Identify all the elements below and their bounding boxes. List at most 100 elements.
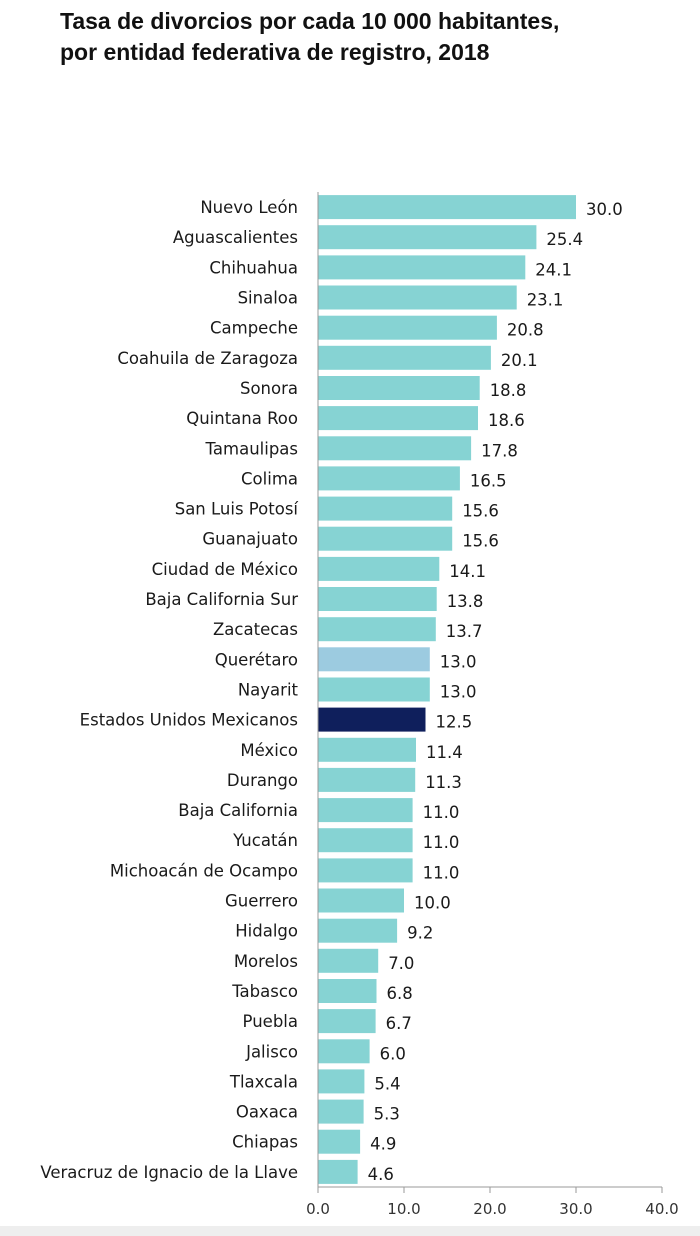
value-label: 6.8 xyxy=(387,984,413,1003)
bar xyxy=(318,767,416,792)
value-label: 30.0 xyxy=(586,200,623,219)
category-label: Veracruz de Ignacio de la Llave xyxy=(40,1163,298,1182)
bar xyxy=(318,195,576,220)
bar xyxy=(318,466,460,491)
bar xyxy=(318,888,404,913)
value-label: 4.9 xyxy=(370,1135,396,1154)
category-label: México xyxy=(240,741,298,760)
value-label: 13.8 xyxy=(447,592,484,611)
category-label: Nayarit xyxy=(238,681,299,700)
value-label: 11.0 xyxy=(423,833,460,852)
category-label: Oaxaca xyxy=(236,1103,298,1122)
bar xyxy=(318,376,480,400)
category-label: Michoacán de Ocampo xyxy=(110,861,298,880)
bar xyxy=(318,828,413,853)
value-label: 5.3 xyxy=(374,1105,400,1124)
x-tick-label: 40.0 xyxy=(645,1200,678,1218)
category-label: Estados Unidos Mexicanos xyxy=(80,711,298,730)
bar xyxy=(318,798,413,823)
bar xyxy=(318,1009,376,1034)
category-label: Coahuila de Zaragoza xyxy=(117,349,298,368)
bar xyxy=(318,1039,370,1064)
value-label: 10.0 xyxy=(414,894,451,913)
category-label: Nuevo León xyxy=(200,198,298,217)
value-label: 24.1 xyxy=(535,260,572,279)
bar xyxy=(318,858,413,883)
bottom-strip xyxy=(0,1226,700,1236)
chart-title-line-2: por entidad federativa de registro, 2018 xyxy=(60,39,490,65)
bar xyxy=(318,315,497,340)
category-label: San Luis Potosí xyxy=(175,500,300,519)
bar xyxy=(318,1069,365,1094)
category-label: Colima xyxy=(241,469,298,488)
bar xyxy=(318,918,398,943)
value-label: 13.0 xyxy=(440,652,477,671)
category-label: Jalisco xyxy=(245,1042,298,1061)
bar xyxy=(318,1099,364,1124)
bar xyxy=(318,436,472,461)
value-label: 5.4 xyxy=(374,1074,400,1093)
value-label: 11.4 xyxy=(426,743,463,762)
category-label: Baja California xyxy=(178,801,298,820)
value-label: 18.6 xyxy=(488,411,525,430)
category-label: Campeche xyxy=(210,319,298,338)
bar xyxy=(318,285,517,310)
value-label: 17.8 xyxy=(481,441,518,460)
bar xyxy=(318,526,453,551)
bar xyxy=(318,647,430,672)
category-label: Guanajuato xyxy=(202,530,298,549)
bar xyxy=(318,617,436,642)
category-label: Chihuahua xyxy=(209,258,298,277)
value-label: 12.5 xyxy=(436,713,473,732)
category-label: Sinaloa xyxy=(238,289,298,308)
chart-title-line-1: Tasa de divorcios por cada 10 000 habita… xyxy=(60,8,560,34)
bar xyxy=(318,948,379,973)
bar xyxy=(318,406,478,431)
category-label: Querétaro xyxy=(215,650,298,669)
bar xyxy=(318,587,437,611)
category-label: Ciudad de México xyxy=(152,560,298,579)
category-label: Tlaxcala xyxy=(229,1072,298,1091)
value-label: 4.6 xyxy=(368,1165,394,1184)
value-label: 20.8 xyxy=(507,321,544,340)
x-tick-label: 10.0 xyxy=(387,1200,420,1218)
category-label: Zacatecas xyxy=(213,620,298,639)
category-label: Sonora xyxy=(240,379,298,398)
value-label: 14.1 xyxy=(449,562,486,581)
category-label: Tamaulipas xyxy=(205,439,298,458)
x-tick-label: 0.0 xyxy=(306,1200,330,1218)
value-label: 6.7 xyxy=(386,1014,412,1033)
bar xyxy=(318,496,453,521)
value-label: 23.1 xyxy=(527,291,564,310)
category-label: Baja California Sur xyxy=(145,590,298,609)
value-label: 13.7 xyxy=(446,622,483,641)
value-label: 11.0 xyxy=(423,803,460,822)
category-label: Guerrero xyxy=(225,892,298,911)
bar xyxy=(318,979,377,1003)
bar xyxy=(318,345,491,370)
category-label: Tabasco xyxy=(231,982,298,1001)
bar xyxy=(318,737,416,762)
bar xyxy=(318,1159,358,1184)
category-label: Yucatán xyxy=(232,831,298,850)
value-label: 11.0 xyxy=(423,863,460,882)
bar xyxy=(318,225,537,250)
bar xyxy=(318,707,426,732)
category-label: Puebla xyxy=(243,1012,298,1031)
value-label: 13.0 xyxy=(440,683,477,702)
chart-title: Tasa de divorcios por cada 10 000 habita… xyxy=(60,6,690,68)
x-tick-label: 30.0 xyxy=(559,1200,592,1218)
category-label: Morelos xyxy=(234,952,298,971)
bar xyxy=(318,255,526,280)
value-label: 15.6 xyxy=(462,502,499,521)
value-label: 25.4 xyxy=(546,230,583,249)
category-label: Quintana Roo xyxy=(186,409,298,428)
value-label: 11.3 xyxy=(425,773,462,792)
bar xyxy=(318,677,430,702)
value-label: 18.8 xyxy=(490,381,527,400)
value-label: 15.6 xyxy=(462,532,499,551)
value-label: 16.5 xyxy=(470,471,507,490)
category-label: Durango xyxy=(227,771,298,790)
